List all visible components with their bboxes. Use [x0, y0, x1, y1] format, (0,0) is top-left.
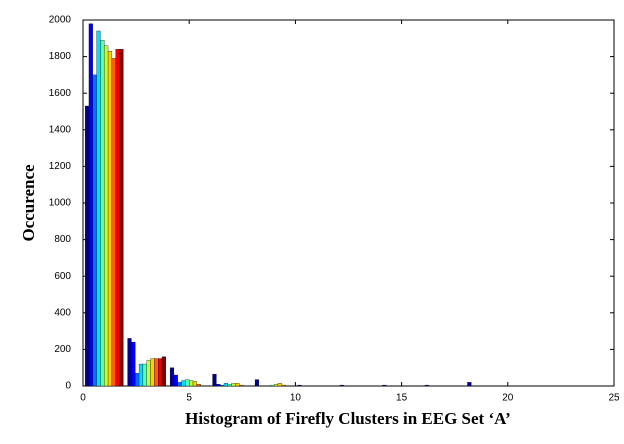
bar — [239, 384, 244, 387]
y-tick-label: 1400 — [49, 124, 72, 135]
y-tick-label: 2000 — [49, 15, 72, 26]
bar — [127, 338, 132, 387]
bar — [177, 382, 182, 387]
bar — [154, 358, 159, 387]
bar — [189, 380, 194, 387]
y-tick-label: 200 — [54, 344, 71, 355]
bar — [235, 383, 240, 387]
bar — [96, 30, 101, 387]
bar — [227, 384, 232, 387]
x-tick-label: 5 — [186, 393, 192, 404]
x-tick-label: 10 — [290, 393, 302, 404]
y-tick-label: 1000 — [49, 198, 72, 209]
bar — [185, 379, 190, 387]
bar — [270, 384, 275, 387]
bar — [92, 74, 97, 387]
bar — [138, 363, 144, 387]
bar — [142, 363, 147, 387]
y-tick-label: 1200 — [49, 161, 72, 172]
bar — [150, 358, 155, 387]
bar — [131, 341, 136, 387]
bar — [467, 382, 472, 387]
bar — [161, 356, 166, 387]
bar — [115, 49, 120, 387]
bar — [135, 373, 140, 387]
bar — [111, 58, 116, 387]
y-tick-label: 800 — [54, 234, 71, 245]
bar — [220, 384, 225, 387]
y-tick-label: 400 — [54, 307, 71, 318]
y-axis-label: Occurence — [19, 164, 38, 242]
bar — [424, 384, 429, 387]
bar — [274, 384, 279, 387]
bar — [119, 49, 124, 387]
x-tick-label: 20 — [502, 393, 514, 404]
bar — [88, 23, 93, 387]
bar — [231, 383, 236, 387]
bar — [223, 383, 229, 387]
bar — [104, 45, 109, 387]
y-tick-label: 1600 — [49, 88, 72, 99]
x-tick-label: 25 — [608, 393, 620, 404]
bar — [212, 373, 217, 387]
bar — [196, 384, 201, 387]
bar — [281, 384, 286, 387]
bar — [181, 380, 186, 387]
bar — [146, 360, 151, 387]
bar — [277, 383, 282, 387]
bar — [173, 374, 178, 387]
bar — [254, 379, 260, 387]
x-tick-label: 0 — [80, 393, 86, 404]
bar — [192, 381, 197, 387]
y-tick-label: 1800 — [49, 51, 72, 62]
bar — [84, 105, 90, 387]
x-tick-label: 15 — [396, 393, 408, 404]
bar — [107, 50, 113, 387]
bar — [216, 384, 221, 387]
plot-frame — [82, 19, 615, 387]
x-axis-label: Histogram of Firefly Clusters in EEG Set… — [185, 409, 511, 428]
bar — [297, 384, 302, 387]
y-tick-label: 600 — [54, 271, 71, 282]
bar — [158, 358, 163, 387]
bar — [382, 384, 387, 387]
bar — [339, 384, 344, 387]
y-tick-label: 0 — [65, 381, 71, 392]
bar — [100, 39, 105, 387]
bar — [169, 367, 175, 387]
